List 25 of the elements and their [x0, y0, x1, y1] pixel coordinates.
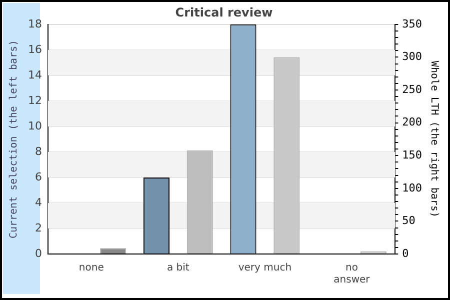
y-tick-label: 2: [34, 221, 42, 234]
y-axis-title: Current selection (the left bars): [8, 40, 20, 239]
y2-tick-label: 200: [402, 116, 422, 129]
y2-tick-label: 250: [402, 82, 422, 96]
y2-tick-label: 50: [402, 214, 416, 228]
y-tick-label: 4: [34, 196, 42, 209]
x-tick-label: no answer: [334, 262, 371, 286]
x-tick-label: none: [78, 262, 104, 274]
y-tick-label: 10: [28, 119, 42, 132]
x-tick-label: very much: [238, 262, 292, 274]
y2-tick-label: 300: [402, 50, 422, 64]
y-tick-label: 14: [28, 68, 42, 82]
x-tick-label: a bit: [166, 262, 190, 274]
y-tick-label: 6: [34, 170, 42, 184]
y2-tick-label: 150: [402, 148, 422, 162]
y-tick-label: 12: [28, 94, 42, 107]
y2-axis-title: Whole LTH (the right bars): [428, 60, 440, 218]
y-tick-label: 18: [28, 17, 42, 30]
y2-tick-label: 350: [402, 17, 422, 30]
y2-tick-label: 0: [402, 246, 409, 260]
y2-tick-label: 100: [402, 181, 422, 194]
chart-title: Critical review: [175, 5, 273, 20]
y-tick-label: 0: [34, 246, 42, 260]
y-tick-label: 8: [34, 144, 42, 158]
y-tick-label: 16: [28, 42, 42, 56]
